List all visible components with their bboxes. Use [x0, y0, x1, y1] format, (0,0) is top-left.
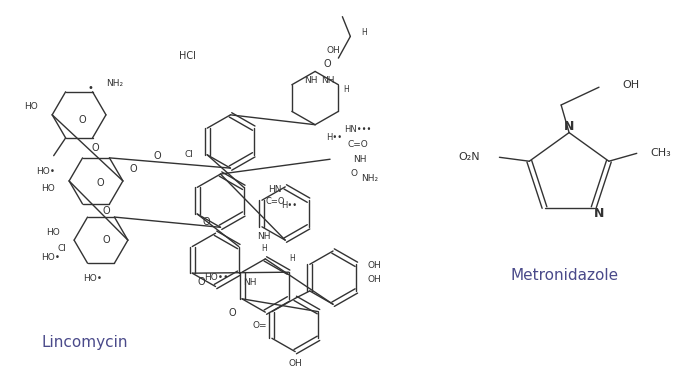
Text: C=O: C=O: [347, 140, 369, 149]
Text: NH: NH: [353, 155, 367, 164]
Text: O: O: [96, 178, 104, 188]
Text: O: O: [203, 218, 210, 228]
Text: HN: HN: [269, 185, 282, 194]
Text: H••: H••: [281, 201, 297, 210]
Text: NH: NH: [304, 76, 317, 85]
Text: O: O: [102, 235, 110, 245]
Text: O: O: [351, 169, 358, 178]
Text: O: O: [102, 206, 110, 216]
Text: •: •: [88, 83, 94, 93]
Text: HCl: HCl: [178, 51, 196, 61]
Text: OH: OH: [288, 359, 302, 368]
Text: H: H: [261, 244, 267, 253]
Text: Lincomycin: Lincomycin: [41, 335, 127, 350]
Text: N: N: [564, 120, 574, 133]
Text: Cl: Cl: [57, 243, 66, 253]
Text: NH: NH: [257, 232, 271, 241]
Text: HO: HO: [41, 184, 55, 194]
Text: O: O: [228, 307, 236, 318]
Text: OH: OH: [327, 46, 340, 55]
Text: HN•••: HN•••: [344, 125, 371, 134]
Text: Cl: Cl: [185, 150, 193, 159]
Text: HO•: HO•: [83, 274, 103, 283]
Text: H••: H••: [326, 133, 342, 142]
Text: NH: NH: [321, 76, 334, 85]
Text: N: N: [593, 207, 604, 220]
Text: H: H: [362, 28, 367, 37]
Text: O: O: [198, 277, 205, 287]
Text: NH₂: NH₂: [361, 175, 378, 184]
Text: O: O: [154, 151, 161, 161]
Text: O=: O=: [252, 322, 267, 330]
Text: Metronidazole: Metronidazole: [510, 268, 618, 283]
Text: H: H: [289, 254, 296, 263]
Text: C=O: C=O: [265, 197, 285, 206]
Text: O: O: [91, 144, 99, 154]
Text: OH: OH: [368, 261, 382, 270]
Text: HO•: HO•: [36, 166, 55, 176]
Text: CH₃: CH₃: [650, 148, 671, 158]
Text: O: O: [323, 58, 331, 68]
Text: HO: HO: [46, 228, 60, 237]
Text: HO••: HO••: [204, 273, 229, 282]
Text: H: H: [344, 85, 349, 94]
Text: HO: HO: [25, 102, 39, 111]
Text: OH: OH: [622, 80, 639, 90]
Text: NH: NH: [243, 278, 257, 287]
Text: O: O: [79, 115, 86, 125]
Text: O₂N: O₂N: [459, 152, 480, 162]
Text: O: O: [129, 164, 136, 174]
Text: NH₂: NH₂: [107, 80, 123, 88]
Text: OH: OH: [368, 275, 382, 284]
Text: HO•: HO•: [41, 253, 60, 262]
